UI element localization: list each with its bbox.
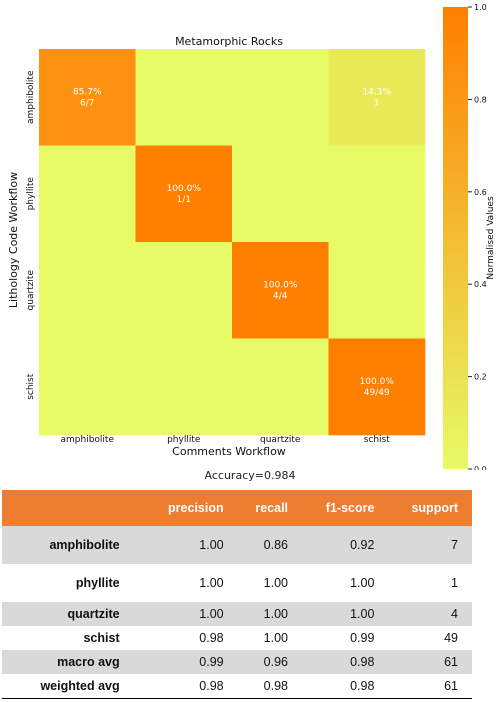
heatmap-cell-quartzite-phyllite <box>135 242 233 339</box>
heatmap-cell-schist-amphibolite <box>39 338 136 436</box>
report-cell: 0.99 <box>141 650 238 674</box>
report-cell: 0.98 <box>237 674 303 699</box>
classification-report-table: precision recall f1-score support amphib… <box>2 490 472 699</box>
report-row-label: macro avg <box>2 650 142 674</box>
cell-count-label: 49/49 <box>364 388 390 398</box>
report-row-schist: schist 0.98 1.00 0.99 49 <box>2 626 472 650</box>
x-tick-label: phyllite <box>167 435 201 445</box>
heatmap-cell-schist-phyllite <box>135 338 233 436</box>
y-axis-ticks: amphibolite phyllite quartzite schist <box>26 70 36 400</box>
heatmap-cell-amphibolite-quartzite <box>232 49 329 146</box>
y-tick-label: phyllite <box>26 177 36 211</box>
x-axis-label: Comments Workflow <box>172 445 286 458</box>
report-row-quartzite: quartzite 1.00 1.00 1.00 4 <box>2 602 472 626</box>
y-tick-label: schist <box>26 373 36 400</box>
x-tick-label: amphibolite <box>61 435 115 445</box>
heatmap-cell-schist-quartzite <box>232 338 329 436</box>
header-support: support <box>388 490 472 526</box>
cell-count-label: 1/1 <box>177 195 191 205</box>
report-cell: 0.86 <box>237 526 303 564</box>
report-cell: 1 <box>451 576 458 590</box>
report-cell: 61 <box>388 650 472 674</box>
cell-percent-label: 100.0% <box>263 280 298 290</box>
report-row-label: phyllite <box>75 576 120 590</box>
header-recall: recall <box>237 490 303 526</box>
chart-title: Metamorphic Rocks <box>175 35 283 48</box>
report-cell: 1.00 <box>302 602 389 626</box>
heatmap-cell-amphibolite-phyllite <box>135 49 233 146</box>
heatmap-cell-phyllite-quartzite <box>232 145 329 243</box>
report-cell: 1.00 <box>199 576 224 590</box>
header-f1-score: f1-score <box>302 490 389 526</box>
x-tick-label: schist <box>364 435 391 445</box>
report-cell: 0.98 <box>199 631 224 645</box>
heatmap-cell-phyllite-amphibolite <box>39 145 136 243</box>
report-row-amphibolite: amphibolite 1.00 0.86 0.92 7 <box>2 526 472 564</box>
report-row-macro-avg: macro avg 0.99 0.96 0.98 61 <box>2 650 472 674</box>
cell-percent-label: 100.0% <box>167 184 202 194</box>
header-blank <box>2 490 142 526</box>
report-cell: 0.92 <box>302 526 389 564</box>
report-cell: 0.98 <box>141 674 238 699</box>
colorbar-label: Normalised Values <box>486 196 496 280</box>
colorbar-tick-label: 0.2 <box>474 373 487 382</box>
heatmap-cell-amphibolite-amphibolite <box>39 49 136 146</box>
report-cell: 0.99 <box>350 631 375 645</box>
colorbar-tick-label: 0.6 <box>474 188 487 197</box>
cell-percent-label: 14.3% <box>362 87 391 97</box>
accuracy-text: Accuracy=0.984 <box>204 469 296 482</box>
report-cell: 1.00 <box>141 526 238 564</box>
report-cell: 1.00 <box>263 631 289 645</box>
report-row-label: weighted avg <box>2 674 142 699</box>
report-cell: 0.98 <box>302 650 389 674</box>
heatmap-cell-schist-schist <box>328 338 426 436</box>
report-cell: 7 <box>388 526 472 564</box>
report-cell: 0.98 <box>302 674 389 699</box>
heatmap-cell-amphibolite-schist <box>328 49 426 146</box>
heatmap-cell-quartzite-amphibolite <box>39 242 136 339</box>
cell-count-label: 6/7 <box>80 98 94 108</box>
report-header-row: precision recall f1-score support <box>2 490 472 526</box>
report-row-label: schist <box>83 631 120 645</box>
report-cell: 0.96 <box>237 650 303 674</box>
confusion-matrix-chart: Metamorphic Rocks 85.7%6/714.3%1100.0%1/… <box>7 3 496 470</box>
report-row-phyllite: phyllite 1.00 1.00 1.00 1 <box>2 564 472 602</box>
colorbar-ticks: 0.0 0.2 0.4 0.6 0.8 1.0 <box>468 3 487 470</box>
y-tick-label: quartzite <box>26 270 36 311</box>
heatmap-cell-quartzite-schist <box>328 242 426 339</box>
heatmap-cells <box>39 49 426 436</box>
report-row-label: quartzite <box>2 602 142 626</box>
report-cell: 1.00 <box>237 602 303 626</box>
header-precision: precision <box>141 490 238 526</box>
report-row-weighted-avg: weighted avg 0.98 0.98 0.98 61 <box>2 674 472 699</box>
report-cell: 61 <box>388 674 472 699</box>
report-cell: 1.00 <box>350 576 375 590</box>
report-row-label: amphibolite <box>2 526 142 564</box>
report-cell: 1.00 <box>141 602 238 626</box>
colorbar <box>443 7 468 469</box>
cell-percent-label: 85.7% <box>73 87 102 97</box>
report-body: amphibolite 1.00 0.86 0.92 7 phyllite 1.00 1.00… <box>2 526 472 699</box>
report-cell: 49 <box>444 631 458 645</box>
heatmap-cell-labels: 85.7%6/714.3%1100.0%1/1100.0%4/4100.0%49… <box>73 87 394 398</box>
report-cell: 1.00 <box>263 576 289 590</box>
cell-count-label: 1 <box>374 98 380 108</box>
y-tick-label: amphibolite <box>26 70 36 124</box>
cell-percent-label: 100.0% <box>360 377 395 387</box>
colorbar-tick-label: 0.0 <box>474 465 487 470</box>
heatmap-cell-quartzite-quartzite <box>232 242 329 339</box>
x-axis-ticks: amphibolite phyllite quartzite schist <box>61 435 391 445</box>
heatmap-cell-phyllite-phyllite <box>135 145 233 243</box>
colorbar-tick-label: 1.0 <box>474 3 487 12</box>
heatmap-cell-phyllite-schist <box>328 145 426 243</box>
cell-count-label: 4/4 <box>273 291 288 301</box>
colorbar-tick-label: 0.8 <box>474 95 487 104</box>
colorbar-tick-label: 0.4 <box>474 280 487 289</box>
x-tick-label: quartzite <box>260 435 301 445</box>
report-cell: 4 <box>388 602 472 626</box>
y-axis-label: Lithology Code Workflow <box>7 172 20 308</box>
